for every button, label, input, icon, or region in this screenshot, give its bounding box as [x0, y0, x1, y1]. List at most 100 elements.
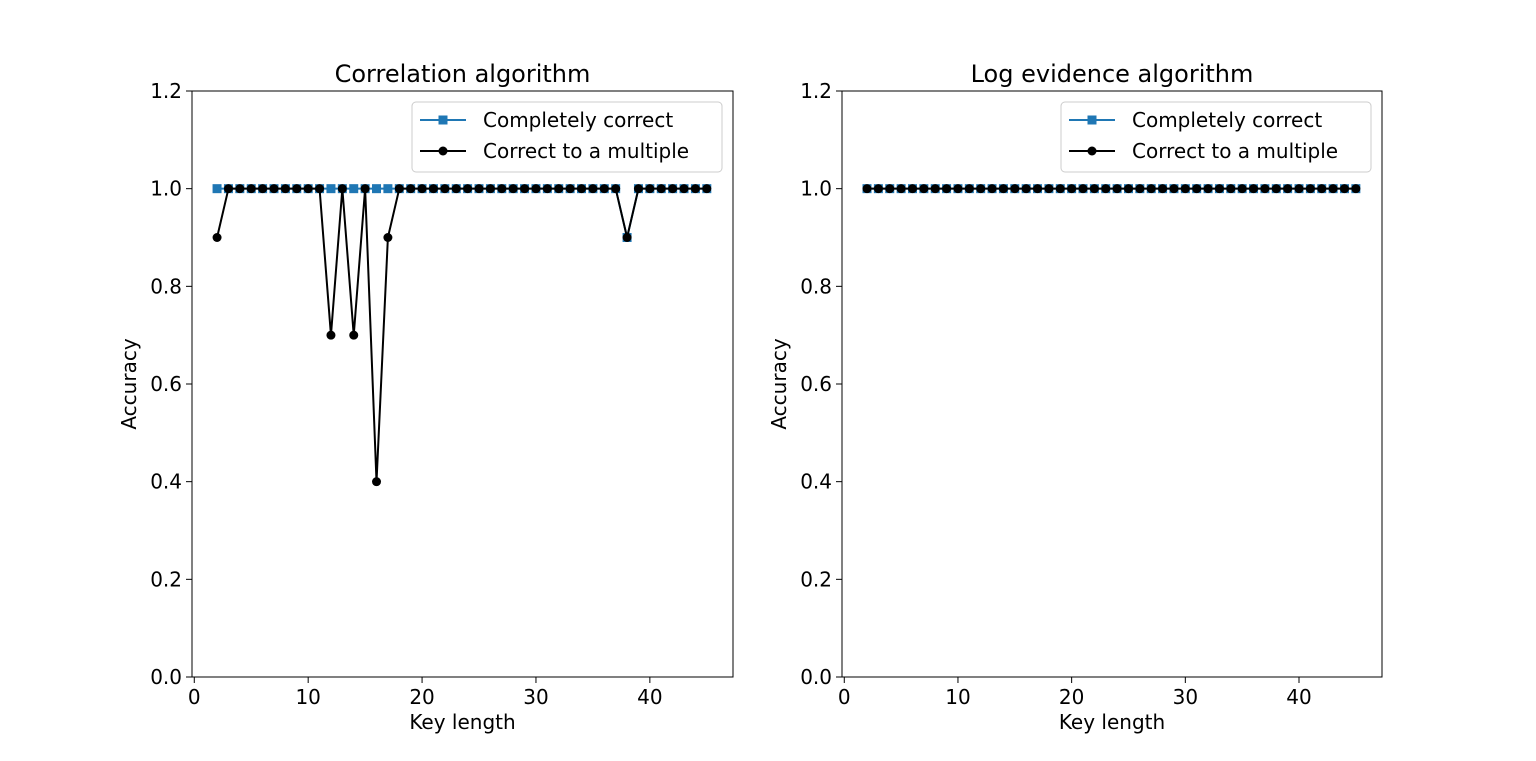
- data-point: [690, 184, 700, 194]
- chart-panel-2: Log evidence algorithm 0 10 20 30 40 0.0 0.2 0.4…: [767, 60, 1383, 734]
- plot-frame: [841, 90, 1383, 678]
- legend-swatch-marker: [1087, 146, 1097, 156]
- data-point: [349, 330, 359, 340]
- data-point: [1351, 184, 1361, 194]
- data-point: [1226, 184, 1236, 194]
- legend-item: Correct to a multiple: [1069, 139, 1338, 163]
- data-point: [896, 184, 906, 194]
- x-axis-label: Key length: [1059, 710, 1165, 734]
- data-point: [463, 184, 473, 194]
- legend-box: [411, 101, 723, 173]
- data-point: [930, 184, 940, 194]
- data-point: [953, 184, 963, 194]
- y-tick-label: 1.2: [150, 79, 182, 103]
- data-point: [1021, 184, 1031, 194]
- y-tick-label: 1.2: [800, 79, 832, 103]
- data-point: [862, 184, 872, 194]
- y-tick-label: 0.6: [800, 372, 832, 396]
- data-point: [485, 184, 495, 194]
- legend-label: Completely correct: [483, 108, 673, 132]
- data-point: [212, 233, 222, 242]
- data-point: [326, 330, 336, 340]
- data-point: [1123, 184, 1133, 194]
- data-point: [1294, 184, 1304, 194]
- legend-item: Completely correct: [420, 108, 673, 132]
- x-tick-label: 10: [295, 685, 320, 709]
- data-point: [976, 184, 986, 194]
- legend-label: Correct to a multiple: [483, 139, 689, 163]
- x-tick-label: 30: [1173, 685, 1198, 709]
- legend-swatch-marker: [438, 115, 448, 125]
- series-2: [862, 184, 1361, 194]
- legend-label: Correct to a multiple: [1132, 139, 1338, 163]
- y-tick-label: 0.0: [800, 665, 832, 689]
- data-point: [964, 184, 974, 194]
- data-point: [360, 184, 370, 194]
- data-point: [942, 184, 952, 194]
- data-point: [1112, 184, 1122, 194]
- data-point: [668, 184, 678, 194]
- data-point: [303, 184, 313, 194]
- data-point: [372, 477, 382, 487]
- data-point: [588, 184, 598, 194]
- y-tick-label: 0.2: [150, 567, 182, 591]
- x-tick-label: 40: [1286, 685, 1311, 709]
- data-point: [531, 184, 541, 194]
- y-tick-label: 0.2: [800, 567, 832, 591]
- y-tick-label: 0.8: [800, 274, 832, 298]
- y-tick-label: 0.0: [150, 665, 182, 689]
- data-point: [417, 184, 427, 194]
- y-axis-label: Accuracy: [117, 338, 141, 429]
- data-point: [1260, 184, 1270, 194]
- data-point: [885, 184, 895, 194]
- chart-title: Log evidence algorithm: [971, 60, 1254, 88]
- x-axis-label: Key length: [409, 710, 515, 734]
- data-point: [292, 184, 302, 194]
- data-point: [554, 184, 564, 194]
- data-point: [645, 184, 655, 194]
- data-point: [622, 233, 632, 242]
- chart-panel-1: Correlation algorithm 0 10 20 30 40 0.0 0.2 0.4 0…: [117, 60, 734, 734]
- data-point: [406, 184, 416, 194]
- data-point: [565, 184, 575, 194]
- y-tick-label: 0.8: [150, 274, 182, 298]
- x-tick-label: 10: [945, 685, 970, 709]
- data-point: [326, 184, 336, 194]
- y-tick-label: 0.4: [150, 470, 182, 494]
- data-point: [577, 184, 587, 194]
- data-point: [919, 184, 929, 194]
- x-tick-label: 40: [637, 685, 662, 709]
- data-point: [1146, 184, 1156, 194]
- data-point: [520, 184, 530, 194]
- y-tick-label: 0.4: [800, 470, 832, 494]
- data-point: [1203, 184, 1213, 194]
- data-point: [1033, 184, 1043, 194]
- data-point: [1089, 184, 1099, 194]
- series-line: [216, 187, 707, 483]
- data-point: [337, 184, 347, 194]
- data-point: [258, 184, 268, 194]
- data-point: [428, 184, 438, 194]
- data-point: [1271, 184, 1281, 194]
- x-tick-label: 0: [838, 685, 851, 709]
- data-point: [611, 184, 621, 194]
- data-point: [315, 184, 325, 194]
- data-point: [1305, 184, 1315, 194]
- data-point: [1317, 184, 1327, 194]
- data-point: [223, 184, 233, 194]
- legend-label: Completely correct: [1132, 108, 1322, 132]
- legend: Completely correct Correct to a multiple: [1060, 101, 1372, 173]
- series-2: [212, 184, 712, 487]
- data-point: [599, 184, 609, 194]
- data-point: [372, 184, 382, 194]
- data-point: [907, 184, 917, 194]
- y-tick-label: 1.0: [800, 177, 832, 201]
- y-tick-label: 0.6: [150, 372, 182, 396]
- data-point: [1180, 184, 1190, 194]
- data-point: [440, 184, 450, 194]
- data-point: [542, 184, 552, 194]
- legend-swatch-marker: [1087, 115, 1097, 125]
- data-point: [235, 184, 245, 194]
- data-point: [1101, 184, 1111, 194]
